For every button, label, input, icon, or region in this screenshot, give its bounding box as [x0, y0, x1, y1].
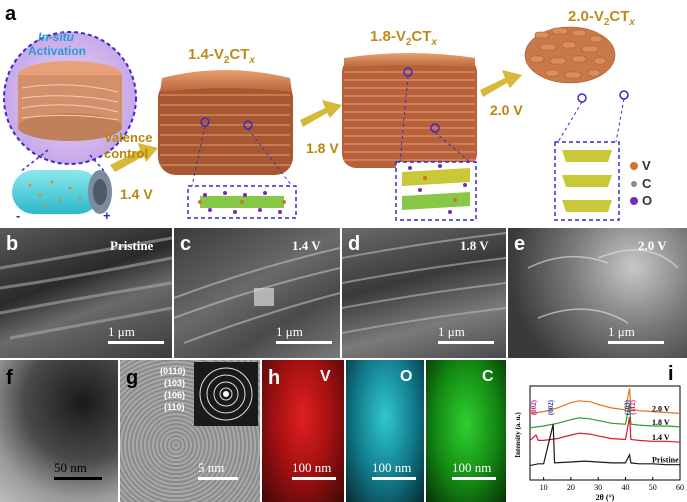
valence-line1: Valence — [104, 130, 153, 145]
xrd-chart-i: i 10 20 30 40 50 60 2θ (°) Intensity (a. u.) 2.0… — [508, 360, 687, 502]
powder-2-0 — [524, 26, 616, 84]
panel-letter-g: g — [126, 367, 139, 389]
scale-bar-b: 1 μm — [108, 324, 164, 344]
schematic-illustration — [3, 26, 638, 221]
eds-label-v: V — [320, 368, 331, 385]
arrow-1 — [110, 143, 158, 172]
insitu-label: In-situ — [38, 30, 74, 44]
scale-bar-v: 100 nm — [292, 460, 336, 480]
sem-panel-d: d 1.8 V 1 μm — [342, 228, 506, 358]
valence-line2: control — [104, 146, 149, 161]
plus-sign: + — [103, 208, 111, 223]
eds-label-c: C — [482, 368, 494, 385]
peak-label-1: (002) — [547, 399, 555, 415]
y-axis-label: Intensity (a. u.) — [514, 412, 522, 458]
eds-map-v: h V 100 nm — [262, 360, 344, 502]
scale-bar-c2: 100 nm — [452, 460, 496, 480]
sem-tag-c: 1.4 V — [292, 238, 321, 253]
panel-a: a — [0, 0, 687, 228]
scale-bar-e: 1 μm — [608, 324, 664, 344]
sem-panel-c: c 1.4 V 1 μm — [174, 228, 340, 358]
voltage-1-8: 1.8 V — [306, 140, 339, 156]
series-label-3: Pristine — [652, 456, 679, 465]
panel-letter-h: h — [268, 367, 281, 389]
battery-icon — [12, 170, 100, 214]
sem-panel-b: b Pristine 1 μm — [0, 228, 172, 358]
series-label-2: 1.4 V — [652, 433, 670, 442]
scale-bar-o: 100 nm — [372, 460, 416, 480]
panel-letter-d: d — [348, 233, 361, 255]
eds-map-c: C 100 nm — [426, 360, 506, 502]
saed-ring-3: (110) — [164, 402, 185, 412]
stage-1-4-label: 1.4-V2CTx — [188, 46, 255, 66]
voltage-1-4: 1.4 V — [120, 186, 153, 202]
x-tick-label-1: 20 — [567, 483, 575, 492]
series-line-0 — [529, 388, 681, 414]
peak-label-2: (103) — [624, 399, 632, 415]
panel-letter-f: f — [6, 367, 13, 389]
saed-ring-0: (0110) — [160, 366, 186, 376]
scale-bar-g: 5 nm — [198, 460, 238, 480]
minus-sign: - — [16, 208, 21, 223]
arrow-3 — [480, 70, 522, 97]
panel-letter-a: a — [5, 3, 17, 25]
saed-ring-1: (103) — [164, 378, 186, 388]
legend-o: O — [642, 193, 653, 208]
panel-letter-i: i — [668, 363, 674, 385]
eds-label-o: O — [400, 368, 413, 385]
scale-bar-d: 1 μm — [438, 324, 494, 344]
legend-v: V — [642, 158, 651, 173]
saed-ring-2: (106) — [164, 390, 186, 400]
series-line-2 — [529, 416, 681, 443]
x-tick-label-0: 10 — [540, 483, 548, 492]
panel-letter-c: c — [180, 233, 192, 255]
plot-frame — [529, 385, 681, 481]
sem-tag-e: 2.0 V — [638, 238, 667, 253]
eds-map-o: O 100 nm — [346, 360, 424, 502]
peak-label-3: (112) — [629, 399, 637, 414]
x-tick-label-5: 60 — [676, 483, 684, 492]
sem-panel-e: e 2.0 V 1 μm — [508, 228, 687, 358]
x-tick-label-2: 30 — [594, 483, 602, 492]
stack-1-4 — [158, 70, 297, 219]
hrtem-panel-g: g (0110) (103) (106) (110) 5 nm — [120, 360, 260, 502]
voltage-2-0: 2.0 V — [490, 102, 523, 118]
sem-tag-d: 1.8 V — [460, 238, 489, 253]
series-label-0: 2.0 V — [652, 404, 670, 413]
activation-label: Activation — [28, 44, 87, 58]
stage-1-8-label: 1.8-V2CTx — [370, 28, 437, 48]
series-line-1 — [529, 403, 681, 429]
sem-tag-b: Pristine — [110, 238, 154, 253]
x-axis-label: 2θ (°) — [596, 493, 615, 502]
x-tick-label-4: 50 — [649, 483, 657, 492]
scale-bar-c: 1 μm — [276, 324, 332, 344]
legend-c: C — [642, 176, 652, 191]
series-line-3 — [529, 424, 680, 467]
saed-inset — [194, 362, 258, 426]
panel-letter-b: b — [6, 233, 19, 255]
stage-2-0-label: 2.0-V2CTx — [568, 8, 635, 28]
xrd-plot: 10 20 30 40 50 60 2θ (°) Intensity (a. u.) 2.0 V… — [514, 385, 684, 502]
scale-bar-f: 50 nm — [54, 460, 102, 480]
peak-label-0: (002) — [530, 399, 538, 415]
series-label-1: 1.8 V — [652, 418, 670, 427]
tem-panel-f: f 50 nm — [0, 360, 118, 502]
stack-1-8 — [342, 53, 477, 221]
panel-letter-e: e — [514, 233, 526, 255]
arrow-2 — [300, 100, 342, 127]
x-tick-label-3: 40 — [621, 483, 629, 492]
